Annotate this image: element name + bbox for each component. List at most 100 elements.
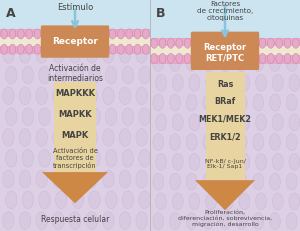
Polygon shape bbox=[42, 172, 108, 203]
Circle shape bbox=[186, 55, 197, 71]
Circle shape bbox=[9, 44, 16, 54]
Circle shape bbox=[203, 55, 214, 71]
Circle shape bbox=[26, 44, 32, 54]
Circle shape bbox=[103, 212, 114, 229]
Circle shape bbox=[84, 44, 91, 54]
Circle shape bbox=[169, 134, 181, 150]
Circle shape bbox=[222, 153, 233, 170]
Circle shape bbox=[159, 53, 166, 64]
Circle shape bbox=[236, 55, 247, 71]
Circle shape bbox=[220, 134, 230, 150]
Circle shape bbox=[86, 87, 98, 105]
Circle shape bbox=[22, 149, 34, 167]
Circle shape bbox=[269, 173, 281, 190]
Circle shape bbox=[69, 87, 81, 105]
Circle shape bbox=[134, 44, 141, 54]
Circle shape bbox=[106, 149, 117, 167]
Circle shape bbox=[269, 213, 281, 230]
Circle shape bbox=[122, 66, 134, 84]
Circle shape bbox=[84, 29, 91, 39]
Circle shape bbox=[236, 173, 247, 190]
Circle shape bbox=[72, 149, 84, 167]
Circle shape bbox=[234, 53, 241, 64]
Circle shape bbox=[3, 170, 14, 188]
Circle shape bbox=[101, 29, 107, 39]
Circle shape bbox=[59, 44, 66, 54]
Circle shape bbox=[119, 87, 131, 105]
Circle shape bbox=[269, 55, 281, 71]
Circle shape bbox=[193, 53, 199, 64]
Circle shape bbox=[36, 129, 47, 146]
Circle shape bbox=[284, 53, 291, 64]
Circle shape bbox=[206, 114, 217, 131]
Circle shape bbox=[176, 53, 182, 64]
Circle shape bbox=[276, 38, 283, 48]
Circle shape bbox=[253, 94, 264, 111]
Bar bbox=[0, 0, 150, 44]
Circle shape bbox=[253, 173, 264, 190]
Circle shape bbox=[156, 114, 167, 131]
Circle shape bbox=[189, 74, 200, 91]
Circle shape bbox=[51, 29, 58, 39]
Bar bbox=[206, 72, 244, 180]
Text: MEK1/MEK2: MEK1/MEK2 bbox=[199, 115, 251, 123]
Circle shape bbox=[9, 29, 16, 39]
Circle shape bbox=[203, 94, 214, 111]
Circle shape bbox=[122, 149, 134, 167]
Circle shape bbox=[253, 213, 264, 230]
Circle shape bbox=[189, 114, 200, 131]
Circle shape bbox=[272, 114, 283, 131]
Circle shape bbox=[220, 213, 230, 230]
Circle shape bbox=[203, 173, 214, 190]
Circle shape bbox=[236, 94, 247, 111]
Circle shape bbox=[89, 191, 100, 209]
Text: Factores
de crecimiento,
citoquinas: Factores de crecimiento, citoquinas bbox=[197, 1, 253, 21]
Circle shape bbox=[186, 213, 197, 230]
Circle shape bbox=[89, 66, 100, 84]
Circle shape bbox=[153, 173, 164, 190]
Circle shape bbox=[59, 29, 66, 39]
Circle shape bbox=[186, 134, 197, 150]
Circle shape bbox=[236, 213, 247, 230]
Circle shape bbox=[167, 38, 174, 48]
Circle shape bbox=[3, 129, 14, 146]
Circle shape bbox=[5, 66, 17, 84]
Circle shape bbox=[119, 46, 131, 63]
Circle shape bbox=[239, 153, 250, 170]
Circle shape bbox=[253, 134, 264, 150]
Circle shape bbox=[256, 193, 266, 210]
Circle shape bbox=[139, 66, 150, 84]
Circle shape bbox=[89, 108, 100, 125]
Circle shape bbox=[189, 193, 200, 210]
Circle shape bbox=[268, 53, 274, 64]
Circle shape bbox=[186, 94, 197, 111]
Circle shape bbox=[136, 129, 147, 146]
Circle shape bbox=[169, 94, 181, 111]
Circle shape bbox=[256, 114, 266, 131]
Circle shape bbox=[19, 46, 31, 63]
Circle shape bbox=[118, 29, 124, 39]
Circle shape bbox=[222, 114, 233, 131]
Circle shape bbox=[19, 129, 31, 146]
Circle shape bbox=[1, 29, 8, 39]
Circle shape bbox=[151, 38, 158, 48]
Circle shape bbox=[251, 38, 257, 48]
Circle shape bbox=[39, 66, 50, 84]
Circle shape bbox=[103, 46, 114, 63]
Text: Activación de
factores de
transcripción: Activación de factores de transcripción bbox=[52, 148, 98, 169]
Circle shape bbox=[272, 153, 283, 170]
Circle shape bbox=[39, 191, 50, 209]
Circle shape bbox=[269, 134, 281, 150]
Circle shape bbox=[36, 87, 47, 105]
Circle shape bbox=[272, 74, 283, 91]
Bar bbox=[0, 29, 150, 54]
Circle shape bbox=[3, 87, 14, 105]
Circle shape bbox=[56, 108, 67, 125]
Circle shape bbox=[17, 29, 24, 39]
Circle shape bbox=[122, 108, 134, 125]
Circle shape bbox=[103, 170, 114, 188]
Circle shape bbox=[56, 191, 67, 209]
Circle shape bbox=[222, 193, 233, 210]
Circle shape bbox=[286, 173, 297, 190]
Circle shape bbox=[139, 149, 150, 167]
